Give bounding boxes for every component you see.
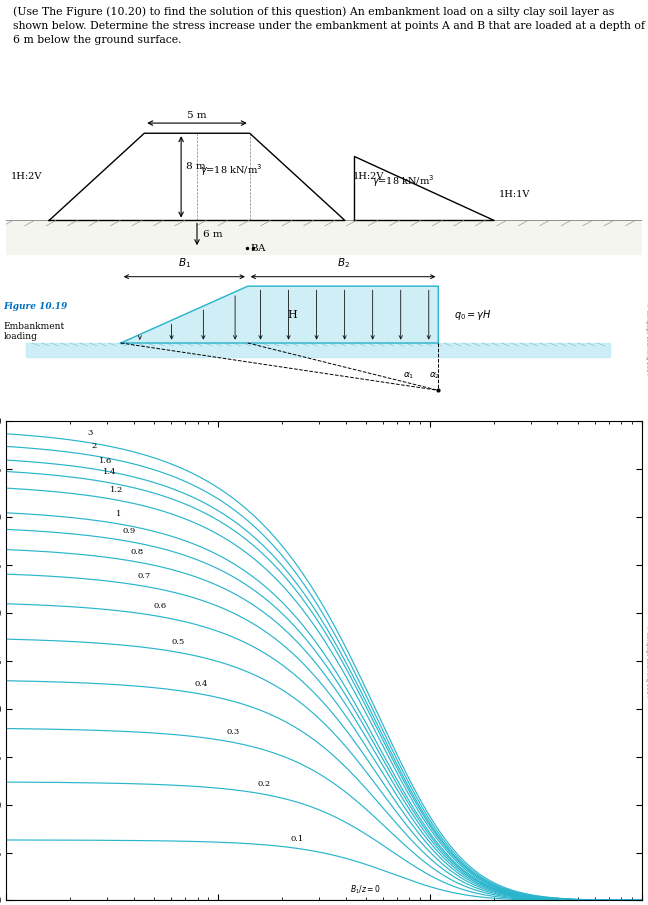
Text: 1.2: 1.2 — [110, 485, 123, 493]
Text: $B_2$: $B_2$ — [336, 256, 349, 270]
Text: A: A — [257, 243, 264, 252]
Text: 1: 1 — [116, 510, 122, 519]
Text: 1H:1V: 1H:1V — [499, 190, 531, 199]
Text: 3: 3 — [87, 429, 93, 437]
Text: 8 m: 8 m — [186, 162, 206, 171]
Text: 1.6: 1.6 — [100, 457, 113, 464]
Text: 6 m: 6 m — [203, 230, 223, 239]
Text: H: H — [287, 310, 297, 319]
Text: © Cengage Learning 2014: © Cengage Learning 2014 — [645, 301, 648, 375]
Text: 0.8: 0.8 — [130, 548, 144, 556]
Text: $\gamma$=18 kN/m$^3$: $\gamma$=18 kN/m$^3$ — [200, 162, 262, 177]
Text: © Cengage Learning 2014: © Cengage Learning 2014 — [645, 624, 648, 698]
Text: (Use The Figure (10.20) to find the solution of this question) An embankment loa: (Use The Figure (10.20) to find the solu… — [13, 6, 645, 44]
Text: 1H:2V: 1H:2V — [353, 172, 384, 181]
Text: $q_0 = \gamma H$: $q_0 = \gamma H$ — [454, 308, 492, 321]
Text: $\gamma$=18 kN/m$^3$: $\gamma$=18 kN/m$^3$ — [372, 173, 435, 189]
Text: $\alpha_2$: $\alpha_2$ — [429, 370, 440, 381]
Text: Figure 10.19: Figure 10.19 — [3, 301, 67, 310]
Text: 0.2: 0.2 — [258, 780, 271, 788]
Text: $B_1$: $B_1$ — [178, 256, 191, 270]
Polygon shape — [121, 286, 438, 343]
Polygon shape — [25, 343, 610, 357]
Text: 1.4: 1.4 — [103, 469, 117, 476]
Text: 0.3: 0.3 — [227, 728, 240, 736]
Text: 5 m: 5 m — [187, 111, 207, 120]
Text: 0.1: 0.1 — [291, 834, 304, 843]
Text: 0.9: 0.9 — [122, 527, 135, 535]
Text: 0.4: 0.4 — [194, 680, 207, 688]
Text: 0.7: 0.7 — [138, 572, 151, 580]
Text: 1H:2V: 1H:2V — [11, 172, 43, 181]
Text: 0.6: 0.6 — [154, 602, 167, 610]
Text: 0.5: 0.5 — [172, 638, 185, 646]
Text: Embankment
loading: Embankment loading — [3, 321, 65, 341]
Text: $\alpha_1$: $\alpha_1$ — [403, 370, 415, 381]
Text: 2: 2 — [92, 443, 97, 450]
Text: B: B — [250, 243, 258, 252]
FancyBboxPatch shape — [6, 221, 642, 255]
Text: $B_1/z = 0$: $B_1/z = 0$ — [350, 883, 381, 896]
